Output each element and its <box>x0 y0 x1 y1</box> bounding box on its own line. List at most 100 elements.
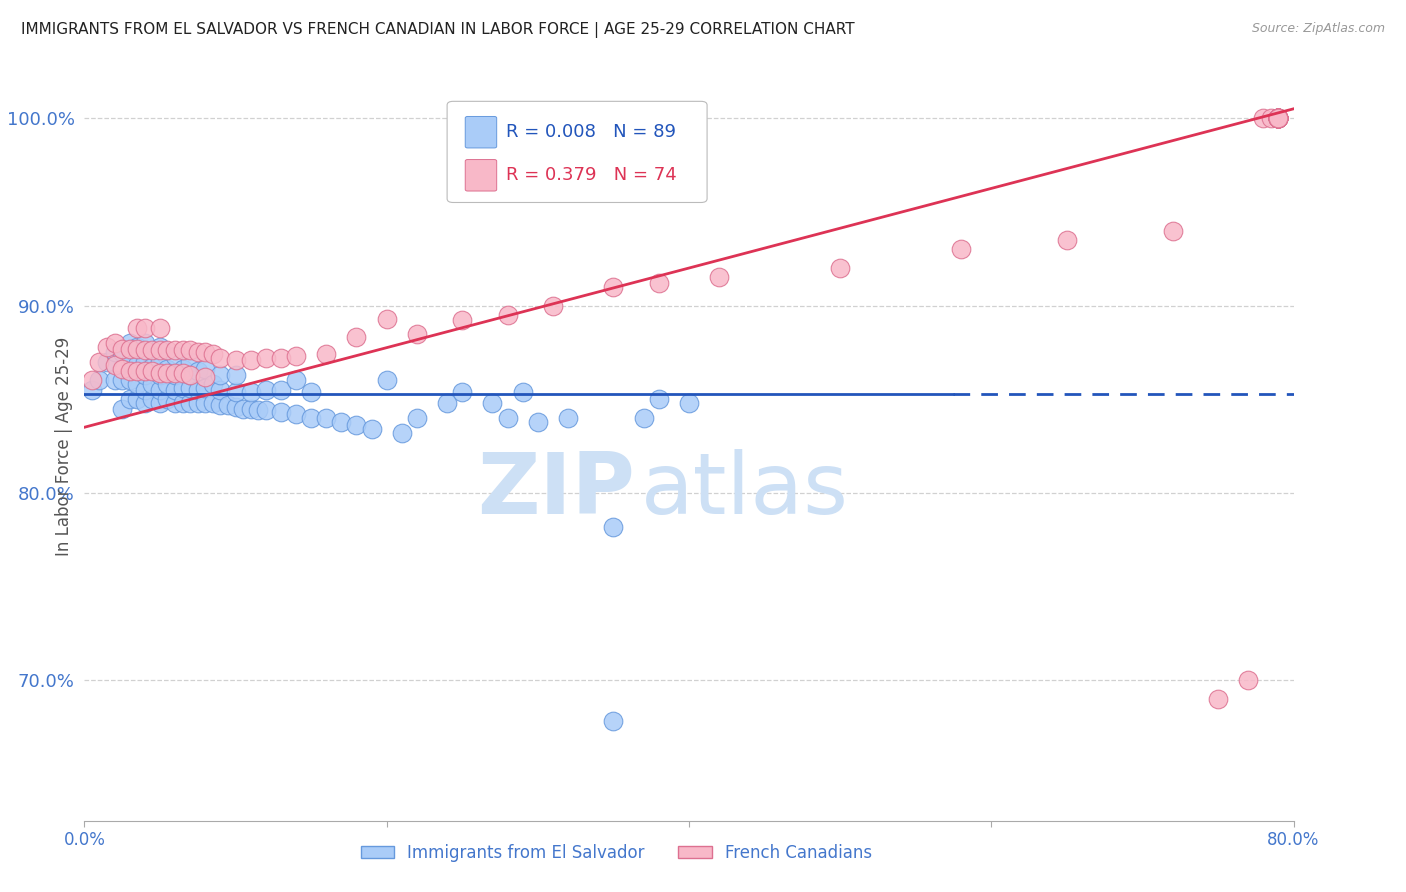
Point <box>1267 112 1289 126</box>
Point <box>179 381 201 395</box>
Point <box>111 401 134 416</box>
Point <box>172 381 194 395</box>
FancyBboxPatch shape <box>447 102 707 202</box>
Point <box>1267 112 1289 126</box>
Point <box>1267 112 1289 126</box>
Text: atlas: atlas <box>641 450 849 533</box>
Point <box>194 396 217 410</box>
Point <box>149 321 172 335</box>
Point <box>156 377 179 392</box>
Point <box>165 368 187 382</box>
Point <box>346 330 368 344</box>
Point <box>80 374 103 388</box>
Point <box>451 384 474 399</box>
Point <box>1260 112 1282 126</box>
Point <box>134 336 156 351</box>
Point <box>172 366 194 380</box>
Point <box>187 364 209 378</box>
Point <box>172 396 194 410</box>
Point <box>179 355 201 369</box>
Point <box>254 383 277 397</box>
Point <box>1206 692 1229 706</box>
Point <box>134 321 156 335</box>
Point <box>111 342 134 356</box>
Point <box>232 401 254 416</box>
Point <box>527 415 550 429</box>
Point <box>179 368 201 382</box>
Point <box>141 343 163 358</box>
Point <box>149 340 172 354</box>
Point <box>127 359 149 373</box>
Point <box>1267 112 1289 126</box>
Point <box>496 308 519 322</box>
Point <box>156 343 179 358</box>
Point <box>1253 112 1275 126</box>
Point <box>950 243 973 257</box>
Point <box>141 377 163 392</box>
Text: Source: ZipAtlas.com: Source: ZipAtlas.com <box>1251 22 1385 36</box>
Point <box>1267 112 1289 126</box>
Point <box>127 342 149 356</box>
Point <box>270 351 292 365</box>
Point <box>239 401 262 416</box>
Point <box>201 347 224 361</box>
Point <box>346 418 368 433</box>
Point <box>118 364 141 378</box>
Point <box>678 396 700 410</box>
Point <box>104 345 127 359</box>
Point <box>270 383 292 397</box>
Point <box>330 415 353 429</box>
Point <box>118 355 141 369</box>
Point <box>254 351 277 365</box>
Point <box>165 349 187 363</box>
Point <box>1267 112 1289 126</box>
Point <box>247 403 270 417</box>
Point <box>225 352 247 367</box>
Point <box>165 366 187 380</box>
Point <box>451 313 474 327</box>
Point <box>134 364 156 378</box>
Point <box>1267 112 1289 126</box>
Point <box>172 343 194 358</box>
Point <box>406 410 429 425</box>
Point <box>633 410 655 425</box>
FancyBboxPatch shape <box>465 117 496 148</box>
Point <box>1267 112 1289 126</box>
Point <box>1237 673 1260 688</box>
Point <box>104 359 127 373</box>
Point <box>104 374 127 388</box>
Point <box>201 377 224 392</box>
Point <box>602 714 624 729</box>
Point <box>830 261 852 276</box>
Point <box>481 396 503 410</box>
Point <box>134 355 156 369</box>
Text: R = 0.379   N = 74: R = 0.379 N = 74 <box>506 166 678 185</box>
Point <box>217 398 239 412</box>
Point <box>141 360 163 375</box>
Point <box>201 396 224 410</box>
Point <box>194 381 217 395</box>
Text: IMMIGRANTS FROM EL SALVADOR VS FRENCH CANADIAN IN LABOR FORCE | AGE 25-29 CORREL: IMMIGRANTS FROM EL SALVADOR VS FRENCH CA… <box>21 22 855 38</box>
Point <box>104 336 127 351</box>
Point <box>118 336 141 351</box>
Point <box>1267 112 1289 126</box>
Point <box>149 368 172 382</box>
Point <box>1267 112 1289 126</box>
Point <box>194 362 217 376</box>
Point <box>134 396 156 410</box>
Point <box>254 403 277 417</box>
Point <box>557 410 579 425</box>
Point <box>648 276 671 290</box>
Point <box>315 410 337 425</box>
Point <box>156 392 179 407</box>
Point <box>360 422 382 436</box>
Point <box>299 410 322 425</box>
Point <box>1267 112 1289 126</box>
Point <box>111 345 134 359</box>
Point <box>149 343 172 358</box>
Point <box>225 384 247 399</box>
Point <box>134 368 156 382</box>
Point <box>141 364 163 378</box>
Point <box>165 343 187 358</box>
Point <box>648 392 671 407</box>
